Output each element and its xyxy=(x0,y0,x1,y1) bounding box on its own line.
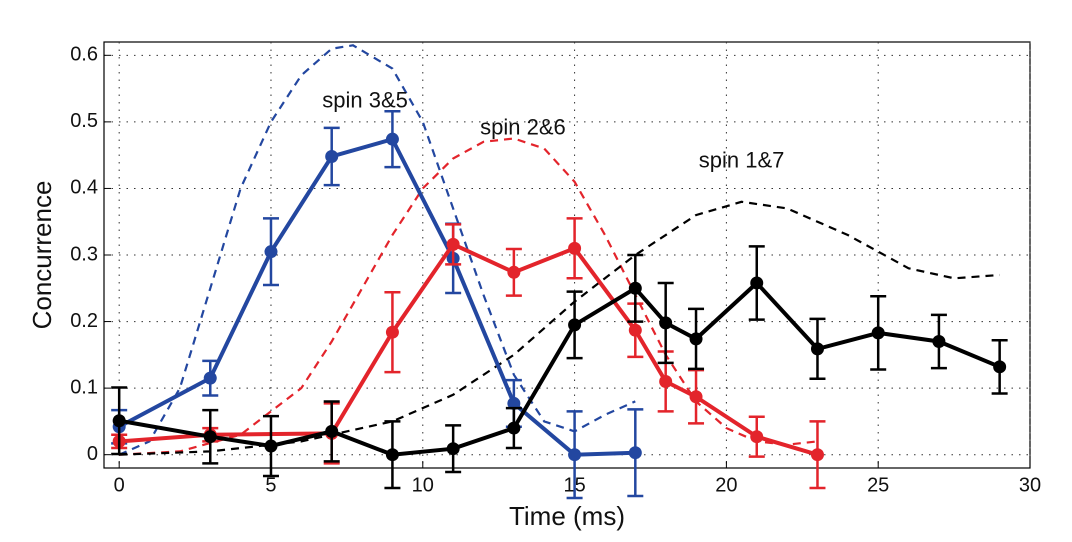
data-line xyxy=(119,241,819,457)
data-point xyxy=(993,360,1007,374)
x-tick-label: 30 xyxy=(1019,474,1041,496)
x-tick-label: 0 xyxy=(114,474,125,496)
data-line xyxy=(118,136,636,457)
data-point xyxy=(385,325,399,339)
data-point xyxy=(750,276,764,290)
x-tick-label: 5 xyxy=(265,474,276,496)
y-tick-label: 0.3 xyxy=(70,243,98,265)
data-point xyxy=(264,245,278,259)
data-point xyxy=(871,326,885,340)
data-point xyxy=(385,448,399,462)
data-point xyxy=(750,430,764,444)
data-point xyxy=(810,342,824,356)
y-tick-label: 0.1 xyxy=(70,376,98,398)
x-tick-label: 10 xyxy=(412,474,434,496)
theory-curve xyxy=(119,200,1000,456)
data-point xyxy=(203,371,217,385)
y-tick-label: 0.5 xyxy=(70,110,98,132)
data-point xyxy=(628,323,642,337)
data-point xyxy=(507,421,521,435)
curve-label: spin 1&7 xyxy=(699,148,785,173)
data-point xyxy=(507,396,521,410)
data-point xyxy=(264,439,278,453)
plot-frame xyxy=(103,41,1031,469)
data-point xyxy=(932,335,946,349)
data-point xyxy=(659,316,673,330)
y-tick-label: 0.6 xyxy=(70,44,98,66)
data-point xyxy=(689,332,703,346)
data-point xyxy=(112,414,126,428)
data-point xyxy=(628,446,642,460)
data-point xyxy=(385,132,399,146)
data-point xyxy=(325,149,339,163)
y-tick-label: 0.2 xyxy=(70,310,98,332)
data-point xyxy=(628,281,642,295)
data-point xyxy=(203,430,217,444)
data-point xyxy=(689,390,703,404)
data-point xyxy=(507,265,521,279)
y-axis-label: Concurrence xyxy=(27,181,57,330)
y-tick-label: 0.4 xyxy=(70,177,98,199)
curve-label: spin 2&6 xyxy=(480,114,566,139)
data-point xyxy=(659,374,673,388)
curve-label: spin 3&5 xyxy=(322,88,408,113)
y-tick-label: 0 xyxy=(87,443,98,465)
x-tick-label: 25 xyxy=(867,474,889,496)
data-point xyxy=(810,448,824,462)
x-axis-label: Time (ms) xyxy=(509,501,625,531)
data-point xyxy=(446,237,460,251)
data-point xyxy=(446,442,460,456)
data-point xyxy=(568,241,582,255)
data-line xyxy=(118,280,1001,457)
data-point xyxy=(325,424,339,438)
data-point xyxy=(568,448,582,462)
theory-curve xyxy=(119,137,818,456)
x-tick-label: 20 xyxy=(715,474,737,496)
theory-curve xyxy=(118,44,636,456)
data-point xyxy=(568,318,582,332)
